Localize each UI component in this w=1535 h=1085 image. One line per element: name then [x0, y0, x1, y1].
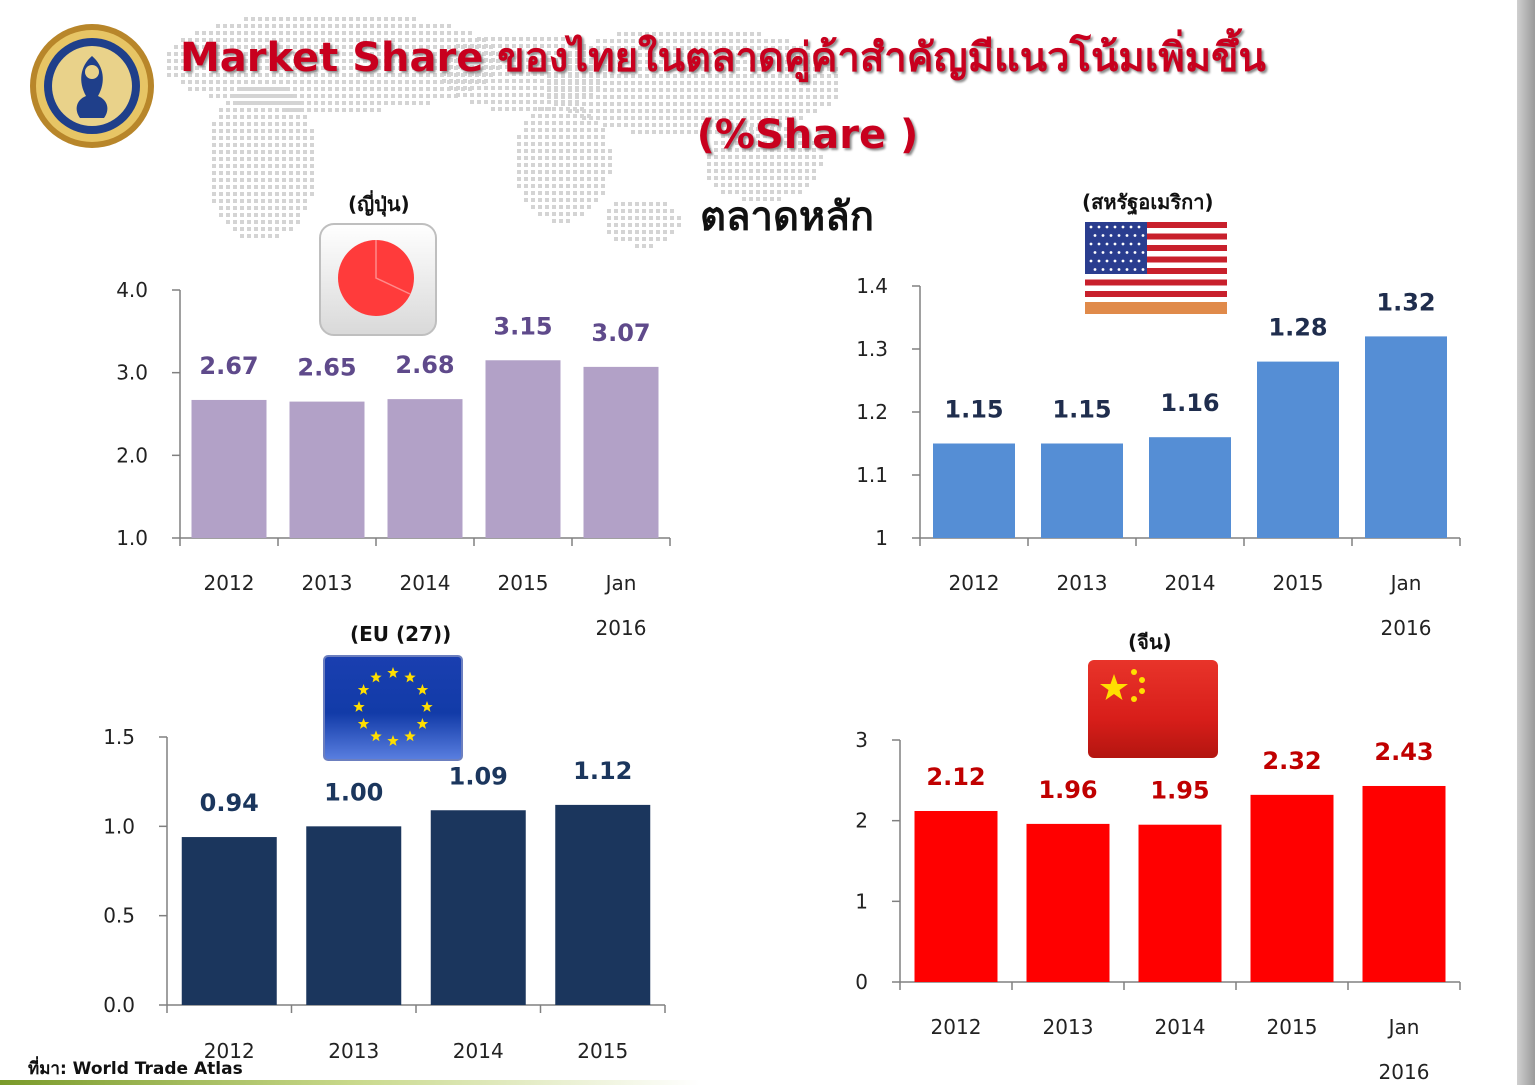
eu-data-label: 0.94 — [200, 789, 259, 817]
china-data-label: 1.95 — [1150, 777, 1209, 805]
page-title: Market Share ของไทยในตลาดคู่ค้าสำคัญมีแน… — [180, 35, 1266, 81]
footer-accent-line — [0, 1080, 700, 1085]
usa-data-label: 1.15 — [944, 396, 1003, 424]
eu-bar — [430, 810, 526, 1005]
usa-x-tick-label: 2012 — [949, 571, 1000, 595]
eu-flag-icon — [323, 655, 463, 761]
china-y-tick-label: 1 — [855, 889, 868, 913]
japan-y-tick-label: 3.0 — [116, 361, 148, 385]
usa-data-label: 1.16 — [1160, 389, 1219, 417]
japan-x-tick-label: 2013 — [302, 571, 353, 595]
china-data-label: 2.43 — [1374, 738, 1433, 766]
japan-x-tick-label: Jan — [604, 571, 637, 595]
china-x-tick-label: 2012 — [931, 1015, 982, 1039]
china-bar — [914, 810, 998, 982]
china-y-tick-label: 2 — [855, 809, 868, 833]
usa-y-tick-label: 1.1 — [856, 463, 888, 487]
eu-data-label: 1.00 — [324, 778, 383, 806]
china-x-tick-label: 2016 — [1379, 1060, 1430, 1084]
japan-y-tick-label: 2.0 — [116, 443, 148, 467]
government-seal-icon — [30, 24, 154, 148]
japan-data-label: 2.65 — [297, 354, 356, 382]
usa-data-label: 1.32 — [1376, 288, 1435, 316]
japan-data-label: 2.67 — [199, 352, 258, 380]
japan-data-label: 2.68 — [395, 351, 454, 379]
eu-data-label: 1.12 — [573, 757, 632, 785]
japan-y-tick-label: 1.0 — [116, 526, 148, 550]
usa-y-tick-label: 1.2 — [856, 400, 888, 424]
country-label-eu: (EU (27)) — [350, 622, 452, 646]
world-map-background — [167, 17, 838, 248]
slide-frame-edge — [1517, 0, 1535, 1085]
page-subtitle: (%Share ) — [696, 112, 919, 158]
china-flag-icon — [1088, 660, 1218, 758]
japan-data-label: 3.07 — [591, 319, 650, 347]
usa-x-tick-label: 2015 — [1273, 571, 1324, 595]
usa-x-tick-label: 2014 — [1165, 571, 1216, 595]
eu-x-tick-label: 2014 — [453, 1039, 504, 1063]
china-y-tick-label: 0 — [855, 970, 868, 994]
eu-bar — [181, 837, 277, 1005]
japan-bar — [583, 366, 659, 538]
japan-bar — [191, 399, 267, 538]
japan-x-tick-label: 2015 — [498, 571, 549, 595]
eu-bar — [555, 804, 651, 1005]
japan-x-tick-label: 2012 — [204, 571, 255, 595]
usa-flag-icon — [1085, 222, 1227, 314]
japan-x-tick-label: 2016 — [596, 616, 647, 640]
eu-data-label: 1.09 — [449, 762, 508, 790]
china-x-tick-label: Jan — [1387, 1015, 1420, 1039]
japan-bar — [485, 360, 561, 538]
country-label-china: (จีน) — [1128, 630, 1172, 654]
china-bar — [1362, 785, 1446, 982]
eu-y-tick-label: 1.5 — [103, 725, 135, 749]
eu-bar — [306, 826, 402, 1005]
usa-bar — [1149, 437, 1231, 538]
china-x-tick-label: 2014 — [1155, 1015, 1206, 1039]
china-bar — [1250, 794, 1334, 982]
china-bar — [1138, 824, 1222, 982]
usa-y-tick-label: 1.4 — [856, 274, 888, 298]
usa-bar — [1365, 336, 1447, 538]
usa-x-tick-label: 2013 — [1057, 571, 1108, 595]
usa-x-tick-label: 2016 — [1381, 616, 1432, 640]
japan-y-tick-label: 4.0 — [116, 278, 148, 302]
usa-bar — [1041, 443, 1123, 538]
china-x-tick-label: 2015 — [1267, 1015, 1318, 1039]
japan-data-label: 3.15 — [493, 312, 552, 340]
source-note: ที่มา: World Trade Atlas — [28, 1059, 243, 1079]
japan-x-tick-label: 2014 — [400, 571, 451, 595]
usa-bar — [933, 443, 1015, 538]
china-x-tick-label: 2013 — [1043, 1015, 1094, 1039]
usa-y-tick-label: 1 — [875, 526, 888, 550]
usa-y-tick-label: 1.3 — [856, 337, 888, 361]
japan-flag-icon — [319, 223, 437, 336]
main-markets-heading: ตลาดหลัก — [700, 194, 875, 240]
china-y-tick-label: 3 — [855, 728, 868, 752]
usa-x-tick-label: Jan — [1389, 571, 1422, 595]
japan-bar — [387, 399, 463, 538]
usa-data-label: 1.15 — [1052, 396, 1111, 424]
china-data-label: 1.96 — [1038, 776, 1097, 804]
country-label-usa: (สหรัฐอเมริกา) — [1082, 190, 1214, 214]
china-data-label: 2.12 — [926, 763, 985, 791]
eu-y-tick-label: 0.0 — [103, 993, 135, 1017]
eu-y-tick-label: 0.5 — [103, 904, 135, 928]
eu-y-tick-label: 1.0 — [103, 814, 135, 838]
country-label-japan: (ญี่ปุ่น) — [348, 192, 410, 216]
usa-data-label: 1.28 — [1268, 314, 1327, 342]
eu-x-tick-label: 2012 — [204, 1039, 255, 1063]
eu-x-tick-label: 2013 — [328, 1039, 379, 1063]
eu-x-tick-label: 2015 — [577, 1039, 628, 1063]
china-bar — [1026, 823, 1110, 982]
china-data-label: 2.32 — [1262, 747, 1321, 775]
japan-bar — [289, 401, 365, 538]
usa-bar — [1257, 361, 1339, 538]
